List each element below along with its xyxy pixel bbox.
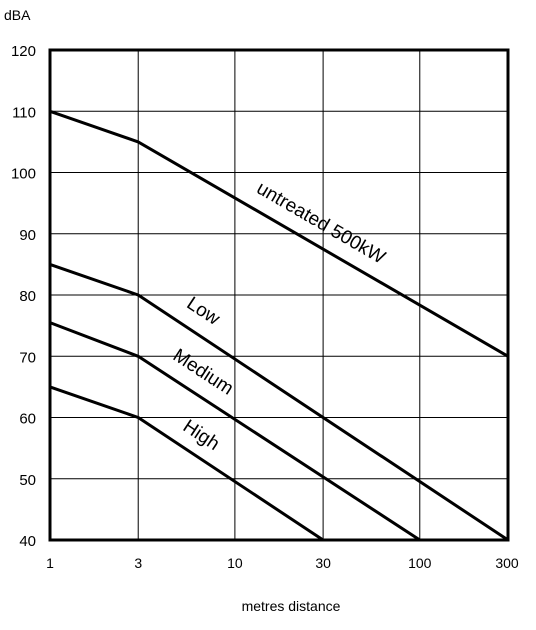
series-label-untreated: untreated 500kW — [253, 178, 389, 269]
series-line-medium — [49, 321, 421, 542]
y-tick-label: 70 — [19, 349, 36, 366]
y-tick-label: 120 — [11, 43, 36, 60]
y-tick-label: 80 — [19, 288, 36, 305]
x-tick-label: 300 — [495, 555, 519, 571]
y-tick-label: 110 — [12, 104, 36, 121]
plot-frame — [48, 48, 510, 542]
x-tick-labels: 1 3 10 30 100 300 — [46, 555, 519, 571]
grid — [49, 49, 509, 541]
y-tick-label: 50 — [19, 472, 36, 489]
series-lines — [49, 109, 509, 542]
series-line-high — [49, 385, 324, 542]
x-axis-label: metres distance — [242, 598, 341, 614]
y-tick-label: 90 — [19, 227, 36, 244]
series-line-low — [49, 262, 509, 542]
y-tick-label: 40 — [19, 533, 36, 550]
x-tick-label: 30 — [315, 555, 331, 571]
y-tick-labels: 40 50 60 70 80 90 100 110 120 — [11, 43, 36, 550]
series-line-untreated — [49, 109, 509, 358]
y-tick-label: 100 — [11, 166, 36, 183]
series-label-low: Low — [183, 293, 224, 330]
y-axis-label: dBA — [4, 7, 31, 23]
x-tick-label: 3 — [134, 555, 142, 571]
x-tick-label: 100 — [408, 555, 432, 571]
x-tick-label: 10 — [227, 555, 243, 571]
y-tick-label: 60 — [19, 411, 36, 428]
x-tick-label: 1 — [46, 555, 54, 571]
